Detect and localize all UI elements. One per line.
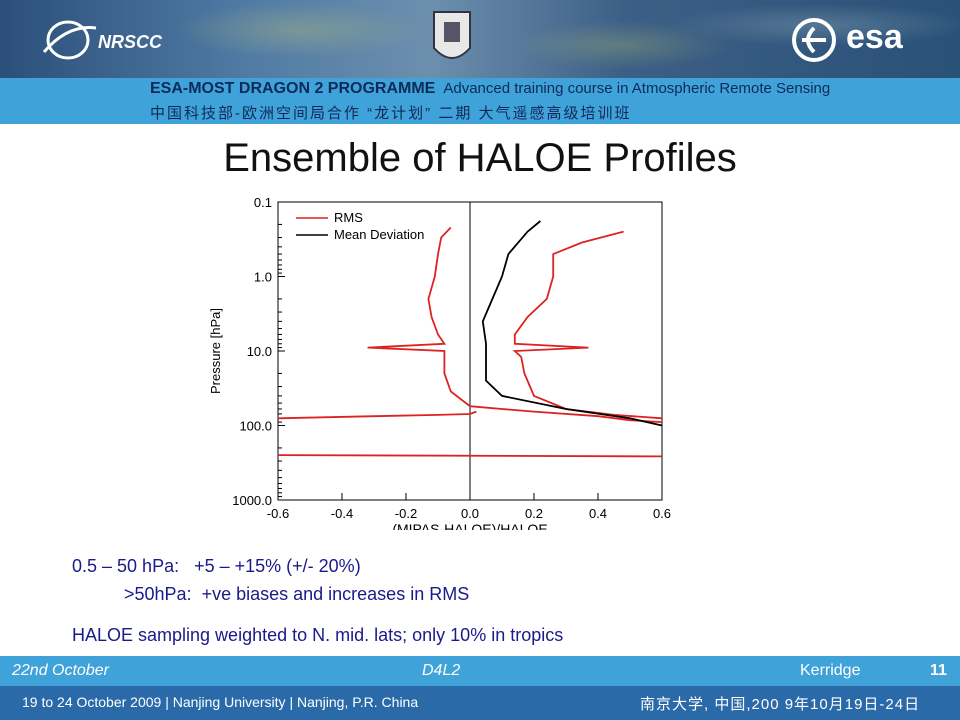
- x-tick-label: -0.4: [331, 506, 353, 521]
- chinese-programme-line: 中国科技部-欧洲空间局合作 “龙计划” 二期 大气遥感高级培训班: [150, 105, 632, 122]
- footer-bar: 22nd October D4L2 Kerridge 11: [0, 656, 960, 686]
- y-axis-label: Pressure [hPa]: [208, 308, 223, 394]
- programme-name: ESA-MOST DRAGON 2 PROGRAMME: [150, 80, 436, 97]
- y-tick-label: 0.1: [254, 195, 272, 210]
- series-line-mean-deviation: [481, 220, 663, 427]
- conference-bar: 19 to 24 October 2009 | Nanjing Universi…: [0, 686, 960, 720]
- x-tick-label: -0.6: [267, 506, 289, 521]
- y-tick-label: 1.0: [254, 270, 272, 285]
- haloe-profile-chart: -0.6 -0.4 -0.2 0.0 0.2 0.4 0.6 0.1 1.0 10.0 100.0 1…: [208, 195, 671, 530]
- esa-emblem-icon: [792, 18, 836, 62]
- programme-stripe: [0, 78, 960, 124]
- x-tick-label: 0.4: [589, 506, 607, 521]
- y-tick-label: 1000.0: [232, 493, 272, 508]
- legend-label: Mean Deviation: [334, 227, 424, 242]
- esa-logo-text: esa: [846, 18, 903, 56]
- nrscc-logo: NRSCC: [40, 14, 163, 64]
- programme-title: ESA-MOST DRAGON 2 PROGRAMME Advanced trai…: [150, 80, 830, 98]
- nanjing-university-emblem: [430, 8, 474, 70]
- y-tick-label: 10.0: [247, 344, 272, 359]
- x-tick-label: 0.6: [653, 506, 671, 521]
- globe-icon: [42, 20, 97, 60]
- footer-session: D4L2: [422, 662, 461, 679]
- footer-date: 22nd October: [12, 662, 109, 679]
- series-line-rms: [277, 410, 477, 420]
- nrscc-logo-text: NRSCC: [98, 32, 163, 52]
- text-line-3: HALOE sampling weighted to N. mid. lats;…: [72, 625, 564, 645]
- text-line-1: 0.5 – 50 hPa: +5 – +15% (+/- 20%): [72, 556, 361, 576]
- x-tick-label: 0.2: [525, 506, 543, 521]
- series-line-rms: [277, 454, 663, 458]
- page-number: 11: [930, 662, 947, 679]
- course-name: Advanced training course in Atmospheric …: [443, 80, 831, 97]
- x-tick-label: -0.2: [395, 506, 417, 521]
- x-tick-label: 0.0: [461, 506, 479, 521]
- text-line-2: >50hPa: +ve biases and increases in RMS: [124, 584, 470, 604]
- conference-info-chinese: 南京大学, 中国,200 9年10月19日-24日: [640, 696, 921, 713]
- footer-author: Kerridge: [800, 662, 861, 679]
- series-line-rms: [367, 226, 663, 423]
- header-banner: NRSCC esa: [0, 0, 960, 78]
- esa-logo: esa: [790, 16, 930, 64]
- y-tick-label: 100.0: [239, 419, 272, 434]
- series-line-rms: [512, 230, 663, 420]
- legend-label: RMS: [334, 210, 363, 225]
- slide-title: Ensemble of HALOE Profiles: [223, 136, 737, 180]
- conference-info: 19 to 24 October 2009 | Nanjing Universi…: [22, 694, 419, 710]
- x-axis-label: (MIPAS-HALOE)/HALOE: [392, 521, 547, 530]
